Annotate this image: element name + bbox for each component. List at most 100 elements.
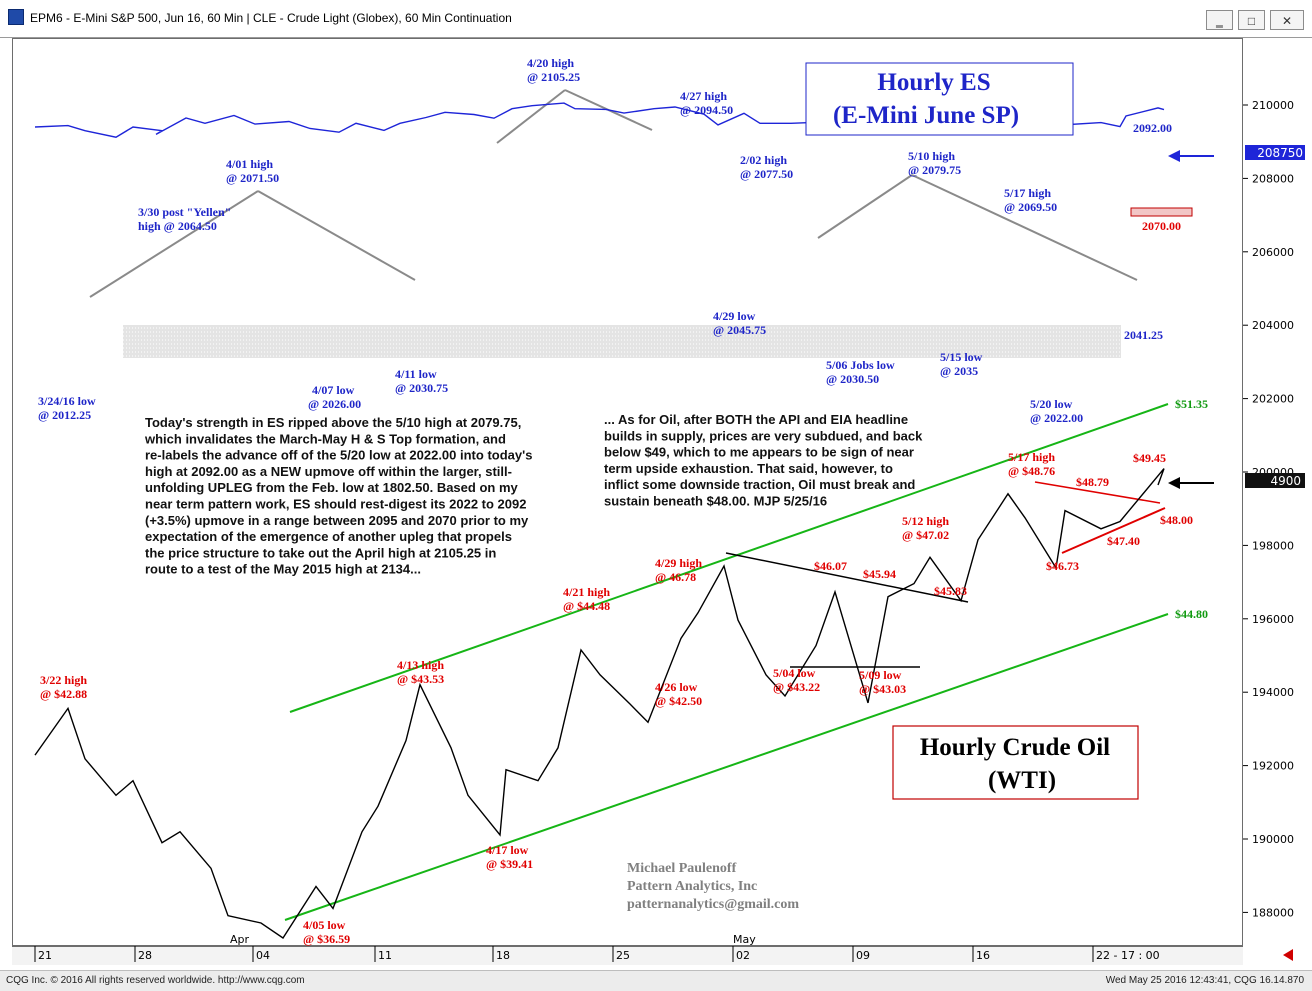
commentary-line: inflict some downside traction, Oil must… <box>604 477 915 492</box>
svg-text:4/07 low@ 2026.00: 4/07 low @ 2026.00 <box>308 383 361 411</box>
annot-5-17-line2: @ 2069.50 <box>1004 200 1057 214</box>
annot-o5-17-line1: 5/17 high <box>1008 450 1055 464</box>
es-trendline-3 <box>496 89 566 144</box>
oil-channel-upper <box>289 403 1169 713</box>
annot-o51-35: $51.35 <box>1175 397 1208 411</box>
es-trendline-2 <box>257 190 416 281</box>
annot-o4-29-line2: @ 46.78 <box>655 570 696 584</box>
annot-4-01-line2: @ 2071.50 <box>226 171 279 185</box>
close-button[interactable]: ✕ <box>1270 10 1304 30</box>
annot-o5-12-line2: @ $47.02 <box>902 528 949 542</box>
window-title: EPM6 - E-Mini S&P 500, Jun 16, 60 Min | … <box>30 11 512 25</box>
svg-text:2/02 high@ 2077.50: 2/02 high @ 2077.50 <box>740 153 793 181</box>
svg-text:4/13 high@ $43.53: 4/13 high @ $43.53 <box>397 658 444 686</box>
svg-text:4/01 high@ 2071.50: 4/01 high @ 2071.50 <box>226 157 279 185</box>
annot-o48-00: $48.00 <box>1160 513 1193 527</box>
x-tick-label: 16 <box>976 949 990 962</box>
annot-o4-13-line1: 4/13 high <box>397 658 444 672</box>
annot-o5-17-line2: @ $48.76 <box>1008 464 1055 478</box>
oil-title-line1: Hourly Crude Oil <box>920 734 1110 761</box>
y-tick-label: 194000 <box>1252 686 1294 699</box>
oil-last-price-tag <box>1245 473 1305 488</box>
annot-5-15-line2: @ 2035 <box>940 364 978 378</box>
annot-o5-09-line2: @ $43.03 <box>859 682 906 696</box>
x-month-label: May <box>733 933 756 946</box>
svg-text:5/04 low@ $43.22: 5/04 low @ $43.22 <box>773 666 820 694</box>
y-tick-label: 204000 <box>1252 319 1294 332</box>
commentary-line: (+3.5%) upmove in a range between 2095 a… <box>145 513 529 528</box>
annot-o46-73: $46.73 <box>1046 559 1079 573</box>
x-axis-ticks: 21 28 04 11 18 25 02 09 16 22 - 17 : 00 Apr May <box>34 933 1160 962</box>
svg-text:5/12 high@ $47.02: 5/12 high @ $47.02 <box>902 514 949 542</box>
oil-wedge-lower <box>1061 507 1166 554</box>
annot-5-06-line1: 5/06 Jobs low <box>826 358 895 372</box>
svg-text:4/11 low@ 2030.75: 4/11 low @ 2030.75 <box>395 367 448 395</box>
annot-o4-13-line2: @ $43.53 <box>397 672 444 686</box>
annot-2070: 2070.00 <box>1142 219 1181 233</box>
es-target-zone <box>1130 207 1193 217</box>
oil-annotations: 3/22 high @ $42.88 4/05 low @ $36.59 4/13 … <box>40 397 1208 946</box>
x-tick-label: 18 <box>496 949 510 962</box>
svg-text:5/10 high@ 2079.75: 5/10 high @ 2079.75 <box>908 149 961 177</box>
commentary-line: the price structure to take out the Apri… <box>145 545 496 560</box>
annot-o5-12-line1: 5/12 high <box>902 514 949 528</box>
status-datetime: Wed May 25 2016 12:43:41, CQG 16.14.870 <box>1105 975 1304 986</box>
annot-5-10-line1: 5/10 high <box>908 149 955 163</box>
es-trendline-1 <box>89 190 259 298</box>
maximize-button[interactable]: □ <box>1238 10 1265 30</box>
y-tick-label: 208000 <box>1252 172 1294 185</box>
commentary-line: near term pattern work, ES should rest-d… <box>145 497 526 512</box>
annot-5-15-line1: 5/15 low <box>940 350 983 364</box>
y-tick-label: 202000 <box>1252 393 1294 406</box>
commentary-line: route to a test of the May 2015 high at … <box>145 562 421 577</box>
annot-5-10-line2: @ 2079.75 <box>908 163 961 177</box>
annot-4-01-line1: 4/01 high <box>226 157 273 171</box>
annot-o48-79: $48.79 <box>1076 475 1109 489</box>
es-trendline-6 <box>911 174 1138 281</box>
es-trendline-5 <box>817 174 913 239</box>
chart-plot-area[interactable] <box>12 38 1243 946</box>
x-tick-label: 22 - 17 : 00 <box>1096 949 1160 962</box>
svg-text:5/15 low@ 2035: 5/15 low @ 2035 <box>940 350 983 378</box>
annot-5-02-line1: 2/02 high <box>740 153 787 167</box>
annot-o5-06: $46.07 <box>814 559 847 573</box>
status-copyright: CQG Inc. © 2016 All rights reserved worl… <box>6 975 305 986</box>
annot-o3-22-line2: @ $42.88 <box>40 687 87 701</box>
commentary-line: high at 2092.00 as a NEW upmove off with… <box>145 464 512 479</box>
annot-o49-45: $49.45 <box>1133 451 1166 465</box>
annot-o44-80: $44.80 <box>1175 607 1208 621</box>
es-commentary: Today's strength in ES ripped above the … <box>144 415 532 577</box>
annot-o4-21-line1: 4/21 high <box>563 585 610 599</box>
es-title-line2: (E-Mini June SP) <box>833 102 1019 129</box>
annot-o4-29-line1: 4/29 high <box>655 556 702 570</box>
annot-4-07-line1: 4/07 low <box>312 383 355 397</box>
annot-4-29-line2: @ 2045.75 <box>713 323 766 337</box>
annot-4-20-line1: 4/20 high <box>527 56 574 70</box>
annot-o4-21-line2: @ $44.48 <box>563 599 610 613</box>
annot-3-24-line2: @ 2012.25 <box>38 408 91 422</box>
y-tick-label: 188000 <box>1252 906 1294 919</box>
annot-4-27-line1: 4/27 high <box>680 89 727 103</box>
es-last-price-arrow <box>1168 150 1214 162</box>
annot-o5-13: $45.83 <box>934 584 967 598</box>
minimize-button[interactable]: ‗ <box>1206 10 1233 30</box>
time-axis[interactable] <box>12 946 1243 965</box>
svg-text:4/17 low@ $39.41: 4/17 low @ $39.41 <box>486 843 533 871</box>
es-title-line1: Hourly ES <box>877 69 990 96</box>
signature-line3: patternanalytics@gmail.com <box>627 897 799 912</box>
es-title-box <box>805 62 1074 136</box>
commentary-line: Today's strength in ES ripped above the … <box>145 415 521 430</box>
price-scale[interactable] <box>1243 38 1312 946</box>
svg-text:5/06 Jobs low@ 2030.50: 5/06 Jobs low @ 2030.50 <box>826 358 895 386</box>
es-annotations: 3/24/16 low @ 2012.25 3/30 post "Yellen" h… <box>38 56 1181 425</box>
y-tick-label: 210000 <box>1252 99 1294 112</box>
svg-text:5/20 low@ 2022.00: 5/20 low @ 2022.00 <box>1030 397 1083 425</box>
svg-text:3/24/16 low@ 2012.25: 3/24/16 low @ 2012.25 <box>38 394 96 422</box>
oil-title-line2: (WTI) <box>988 767 1056 794</box>
annot-o5-09-line1: 5/09 low <box>859 668 902 682</box>
svg-text:3/30 post "Yellen"high @ 2064.: 3/30 post "Yellen" high @ 2064.50 <box>138 205 231 233</box>
annot-o5-04-line1: 5/04 low <box>773 666 816 680</box>
commentary-line: re-labels the advance off of the 5/20 lo… <box>145 448 532 463</box>
scroll-left-icon[interactable] <box>1283 949 1293 961</box>
